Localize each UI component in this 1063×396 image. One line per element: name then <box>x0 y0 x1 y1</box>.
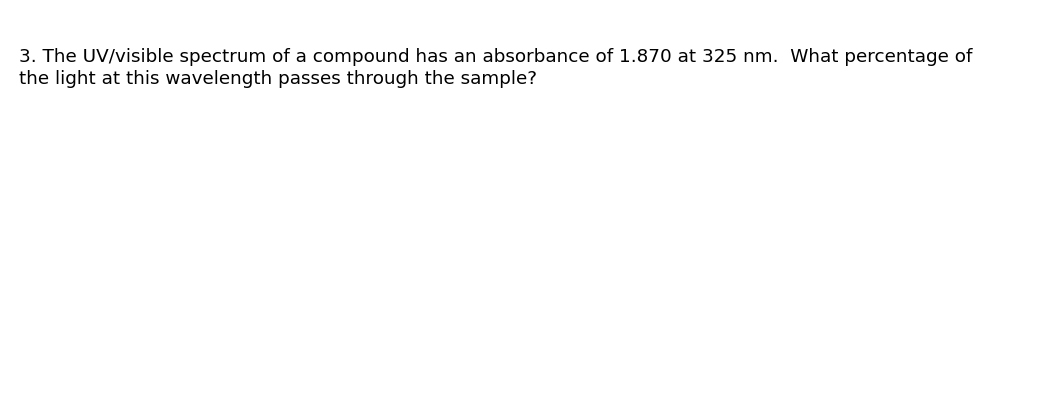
Text: 3. The UV/visible spectrum of a compound has an absorbance of 1.870 at 325 nm.  : 3. The UV/visible spectrum of a compound… <box>19 48 973 88</box>
